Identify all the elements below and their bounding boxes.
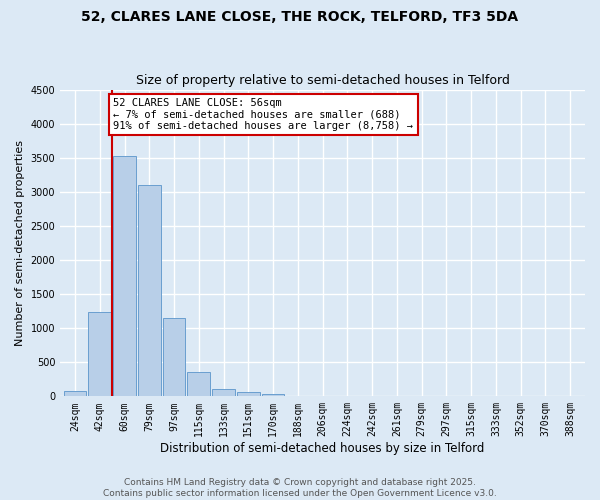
X-axis label: Distribution of semi-detached houses by size in Telford: Distribution of semi-detached houses by …	[160, 442, 485, 455]
Y-axis label: Number of semi-detached properties: Number of semi-detached properties	[15, 140, 25, 346]
Text: Contains HM Land Registry data © Crown copyright and database right 2025.
Contai: Contains HM Land Registry data © Crown c…	[103, 478, 497, 498]
Bar	[262, 394, 284, 396]
Bar	[64, 391, 86, 396]
Bar	[138, 185, 161, 396]
Bar	[212, 389, 235, 396]
Bar	[163, 318, 185, 396]
Bar	[113, 156, 136, 396]
Text: 52 CLARES LANE CLOSE: 56sqm
← 7% of semi-detached houses are smaller (688)
91% o: 52 CLARES LANE CLOSE: 56sqm ← 7% of semi…	[113, 98, 413, 131]
Bar	[187, 372, 210, 396]
Text: 52, CLARES LANE CLOSE, THE ROCK, TELFORD, TF3 5DA: 52, CLARES LANE CLOSE, THE ROCK, TELFORD…	[82, 10, 518, 24]
Bar	[88, 312, 111, 396]
Title: Size of property relative to semi-detached houses in Telford: Size of property relative to semi-detach…	[136, 74, 509, 87]
Bar	[237, 392, 260, 396]
